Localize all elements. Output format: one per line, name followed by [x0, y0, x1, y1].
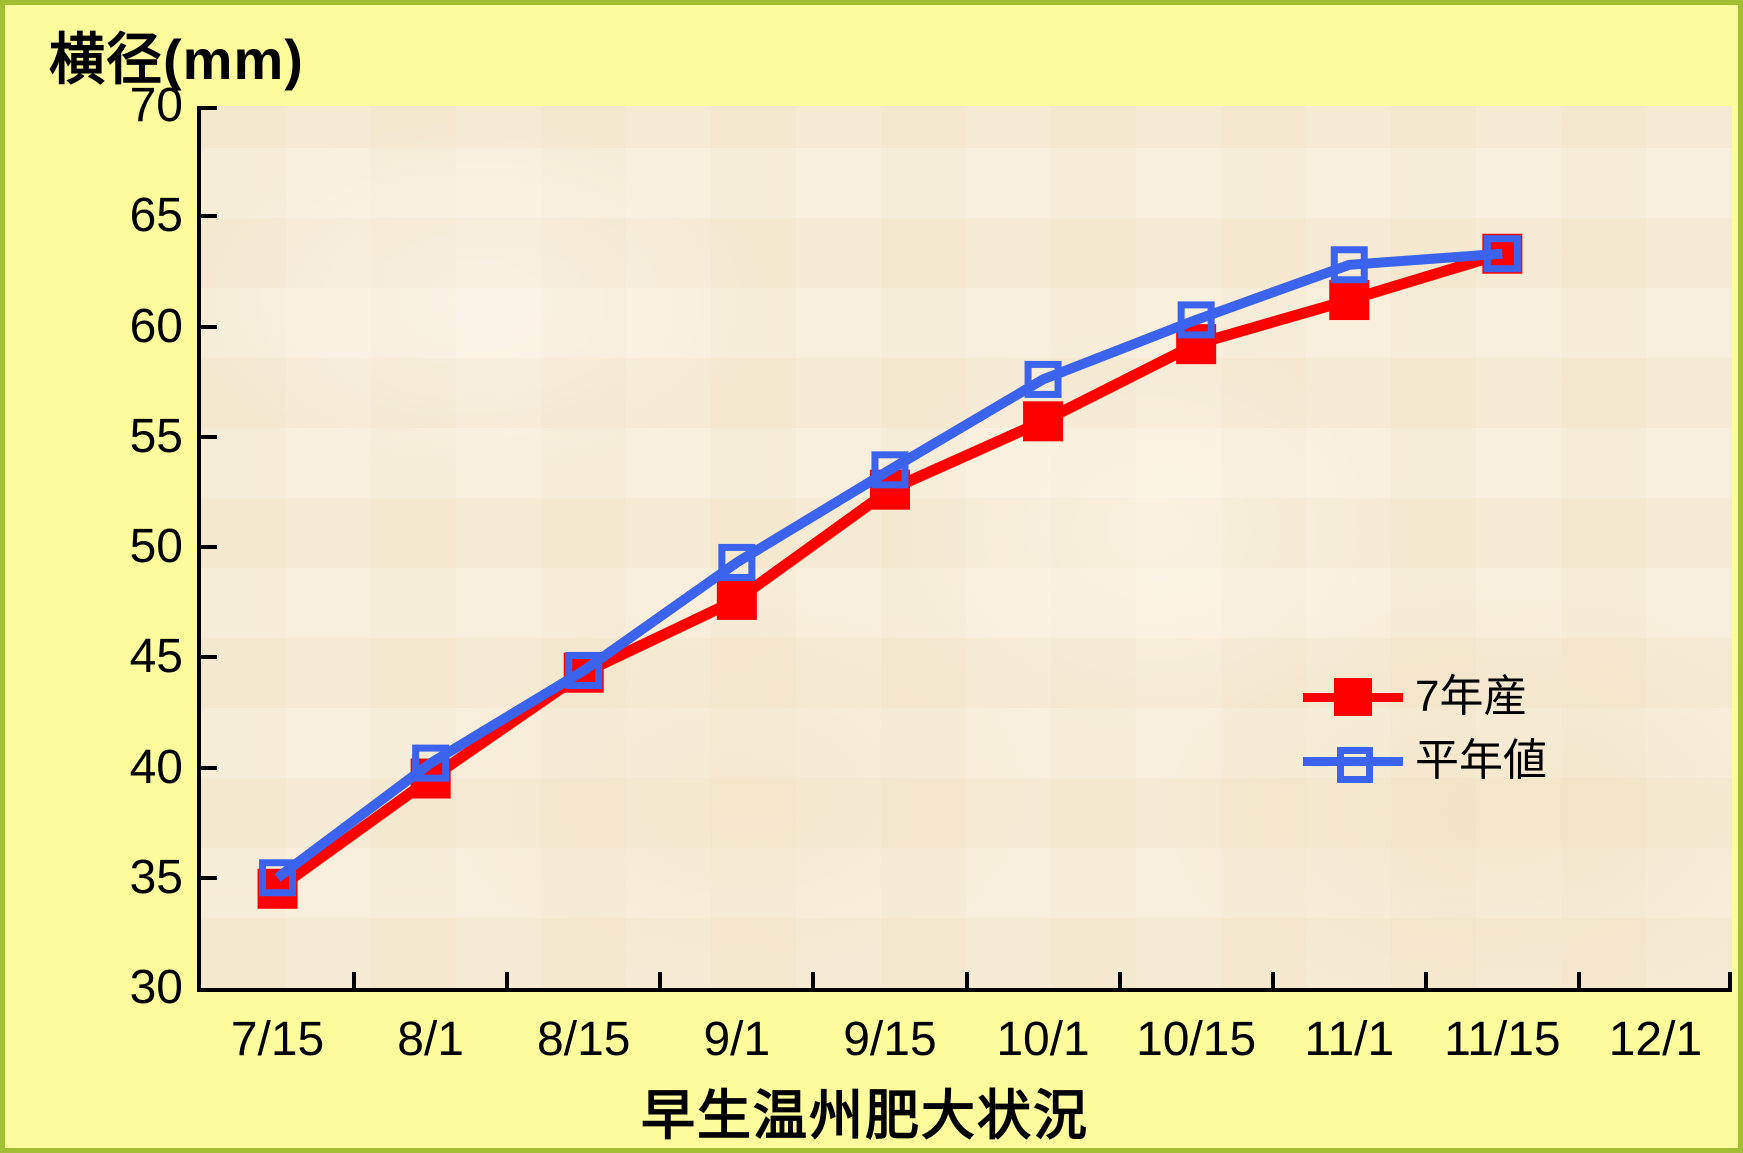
y-tick-label: 70 — [129, 79, 183, 132]
x-tick-label: 9/15 — [843, 1013, 937, 1066]
legend-line-blue — [1303, 757, 1403, 766]
x-tick-label: 9/1 — [703, 1013, 771, 1066]
legend-marker-open-square-icon — [1303, 739, 1403, 783]
x-tick-mark — [1423, 972, 1428, 988]
legend-label-heinenchi: 平年値 — [1415, 736, 1547, 785]
y-tick-mark — [201, 434, 217, 439]
series-svg — [257, 233, 1523, 909]
x-tick-mark — [352, 972, 357, 988]
x-tick-mark — [1576, 972, 1581, 988]
legend-item-7nensan: 7年産 — [1303, 665, 1547, 729]
y-tick-mark — [201, 655, 217, 660]
x-tick-label: 7/15 — [230, 1013, 325, 1066]
y-tick-label: 30 — [129, 961, 183, 1014]
y-axis-line — [197, 106, 201, 992]
legend: 7年産 平年値 — [1303, 665, 1547, 793]
x-axis-title: 早生温州肥大状況 — [641, 1086, 1089, 1146]
y-tick-mark — [201, 106, 217, 110]
x-tick-label: 10/15 — [1136, 1013, 1257, 1066]
y-tick-label: 65 — [129, 189, 183, 243]
legend-marker-filled-square-icon — [1303, 675, 1403, 719]
x-axis-line — [197, 988, 1732, 992]
x-tick-mark — [1117, 972, 1122, 988]
legend-label-7nensan: 7年産 — [1415, 672, 1528, 721]
y-tick-mark — [201, 875, 217, 880]
x-tick-label: 10/1 — [996, 1013, 1090, 1066]
x-tick-label: 8/1 — [397, 1013, 464, 1066]
y-tick-label: 35 — [129, 850, 183, 904]
x-tick-mark — [811, 972, 816, 988]
x-tick-mark — [964, 972, 969, 988]
x-tick-label: 12/1 — [1608, 1013, 1703, 1066]
y-tick-label: 55 — [129, 409, 183, 463]
y-tick-mark — [201, 765, 217, 770]
y-tick-label: 50 — [129, 520, 183, 573]
legend-item-heinenchi: 平年値 — [1303, 729, 1547, 793]
y-tick-mark — [201, 214, 217, 219]
legend-square-red — [1334, 678, 1372, 716]
y-tick-mark — [201, 324, 217, 329]
x-tick-mark — [1270, 972, 1275, 988]
x-tick-label: 11/1 — [1304, 1013, 1395, 1066]
y-axis-title: 横径(mm) — [49, 28, 304, 91]
x-tick-label: 8/15 — [537, 1013, 631, 1066]
x-tick-label: 11/15 — [1444, 1013, 1561, 1066]
y-tick-label: 40 — [129, 740, 183, 794]
legend-square-blue — [1337, 747, 1373, 783]
x-tick-mark — [658, 972, 663, 988]
y-tick-label: 45 — [129, 630, 183, 684]
x-tick-mark — [505, 972, 510, 988]
y-tick-label: 60 — [129, 299, 183, 353]
x-tick-mark — [1728, 972, 1732, 988]
y-tick-mark — [201, 545, 217, 549]
